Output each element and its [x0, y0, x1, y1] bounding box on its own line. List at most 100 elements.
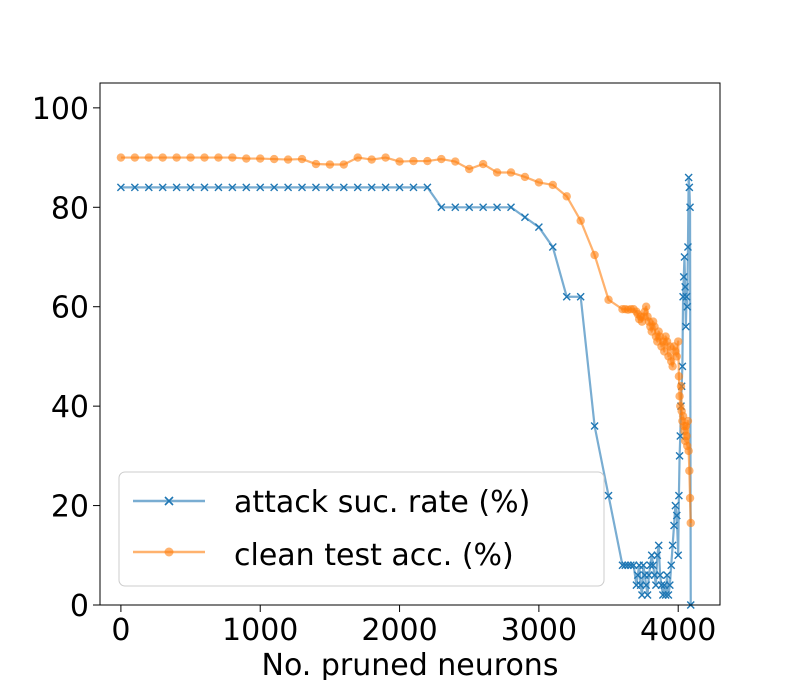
- data-point: [186, 153, 195, 162]
- data-point: [172, 153, 181, 162]
- data-point: [684, 446, 693, 456]
- data-point: [680, 253, 689, 261]
- data-point: [664, 591, 673, 600]
- data-point: [683, 243, 692, 252]
- data-point: [684, 173, 693, 182]
- x-tick-label: 0: [111, 613, 130, 648]
- data-point: [214, 183, 223, 192]
- data-point: [353, 153, 362, 162]
- data-point: [381, 153, 390, 162]
- data-point: [283, 155, 293, 164]
- data-point: [172, 183, 181, 192]
- data-point: [642, 581, 651, 590]
- x-tick-label: 1000: [222, 613, 298, 648]
- data-point: [116, 183, 125, 192]
- data-point: [671, 501, 680, 510]
- data-point: [676, 382, 686, 391]
- data-point: [683, 302, 692, 311]
- data-point: [626, 561, 635, 570]
- data-point: [668, 541, 677, 550]
- series-line: [120, 156, 692, 524]
- data-point: [534, 223, 543, 232]
- data-point: [685, 183, 694, 192]
- data-point: [381, 183, 390, 192]
- data-point: [200, 153, 209, 162]
- y-tick-label: 80: [51, 191, 89, 226]
- data-point: [562, 292, 571, 301]
- data-point: [367, 183, 376, 192]
- data-point: [158, 153, 167, 162]
- data-point: [674, 337, 683, 346]
- data-point: [681, 322, 690, 331]
- data-point: [311, 159, 321, 169]
- data-point: [451, 157, 460, 166]
- x-tick-label: 4000: [640, 613, 716, 648]
- data-point: [298, 183, 307, 192]
- data-point: [670, 521, 679, 530]
- legend: attack suc. rate (%) clean test acc. (%): [118, 471, 605, 587]
- data-point: [256, 154, 265, 163]
- data-point: [604, 491, 613, 500]
- data-point: [653, 551, 662, 560]
- data-point: [590, 250, 599, 260]
- data-point: [679, 292, 688, 301]
- data-point: [465, 203, 474, 212]
- y-tick-label: 0: [70, 589, 89, 624]
- data-point: [681, 282, 690, 291]
- data-point: [520, 172, 530, 182]
- data-point: [423, 156, 432, 166]
- data-point: [654, 541, 663, 550]
- data-point: [465, 164, 474, 174]
- data-point: [478, 159, 488, 169]
- data-point: [242, 154, 251, 163]
- data-point: [534, 178, 544, 187]
- data-point: [256, 183, 265, 192]
- data-point: [130, 153, 140, 162]
- data-point: [604, 295, 613, 304]
- data-point: [144, 183, 153, 192]
- data-point: [270, 183, 279, 192]
- data-point: [672, 352, 682, 361]
- data-point: [269, 154, 279, 164]
- y-tick-label: 100: [32, 92, 89, 127]
- data-point: [674, 551, 683, 560]
- data-point: [228, 153, 237, 162]
- y-tick-label: 20: [51, 490, 89, 525]
- data-point: [576, 292, 585, 301]
- data-point: [423, 183, 432, 192]
- data-point: [506, 168, 516, 177]
- data-point: [242, 183, 251, 192]
- data-point: [520, 213, 529, 222]
- x-axis-label: No. pruned neurons: [262, 648, 559, 680]
- data-point: [641, 302, 651, 311]
- data-point: [674, 491, 683, 500]
- data-point: [353, 183, 362, 192]
- data-point: [682, 431, 691, 441]
- data-point: [339, 183, 348, 192]
- data-point: [685, 466, 694, 475]
- data-point: [284, 183, 293, 192]
- data-point: [451, 203, 460, 212]
- data-point: [228, 183, 237, 192]
- legend-label-attack: attack suc. rate (%): [234, 485, 530, 520]
- x-tick-label: 2000: [361, 613, 437, 648]
- data-point: [186, 183, 195, 192]
- ticks-layer: 0 1000 2000 3000 4000 0 20 40 60 80 100: [32, 92, 717, 648]
- legend-label-clean: clean test acc. (%): [234, 538, 514, 573]
- plot-frame: [99, 82, 721, 606]
- data-point: [657, 581, 666, 590]
- data-point: [590, 422, 599, 431]
- data-point: [562, 192, 571, 201]
- y-tick-label: 60: [51, 291, 89, 326]
- data-point: [158, 183, 167, 192]
- data-point: [682, 292, 691, 301]
- data-point: [679, 272, 688, 281]
- data-point: [325, 183, 334, 192]
- data-point: [646, 561, 655, 570]
- data-point: [437, 203, 446, 212]
- data-point: [675, 392, 684, 401]
- data-point: [663, 571, 672, 580]
- series-1: [116, 153, 695, 528]
- data-point: [668, 362, 677, 371]
- data-point: [548, 243, 557, 252]
